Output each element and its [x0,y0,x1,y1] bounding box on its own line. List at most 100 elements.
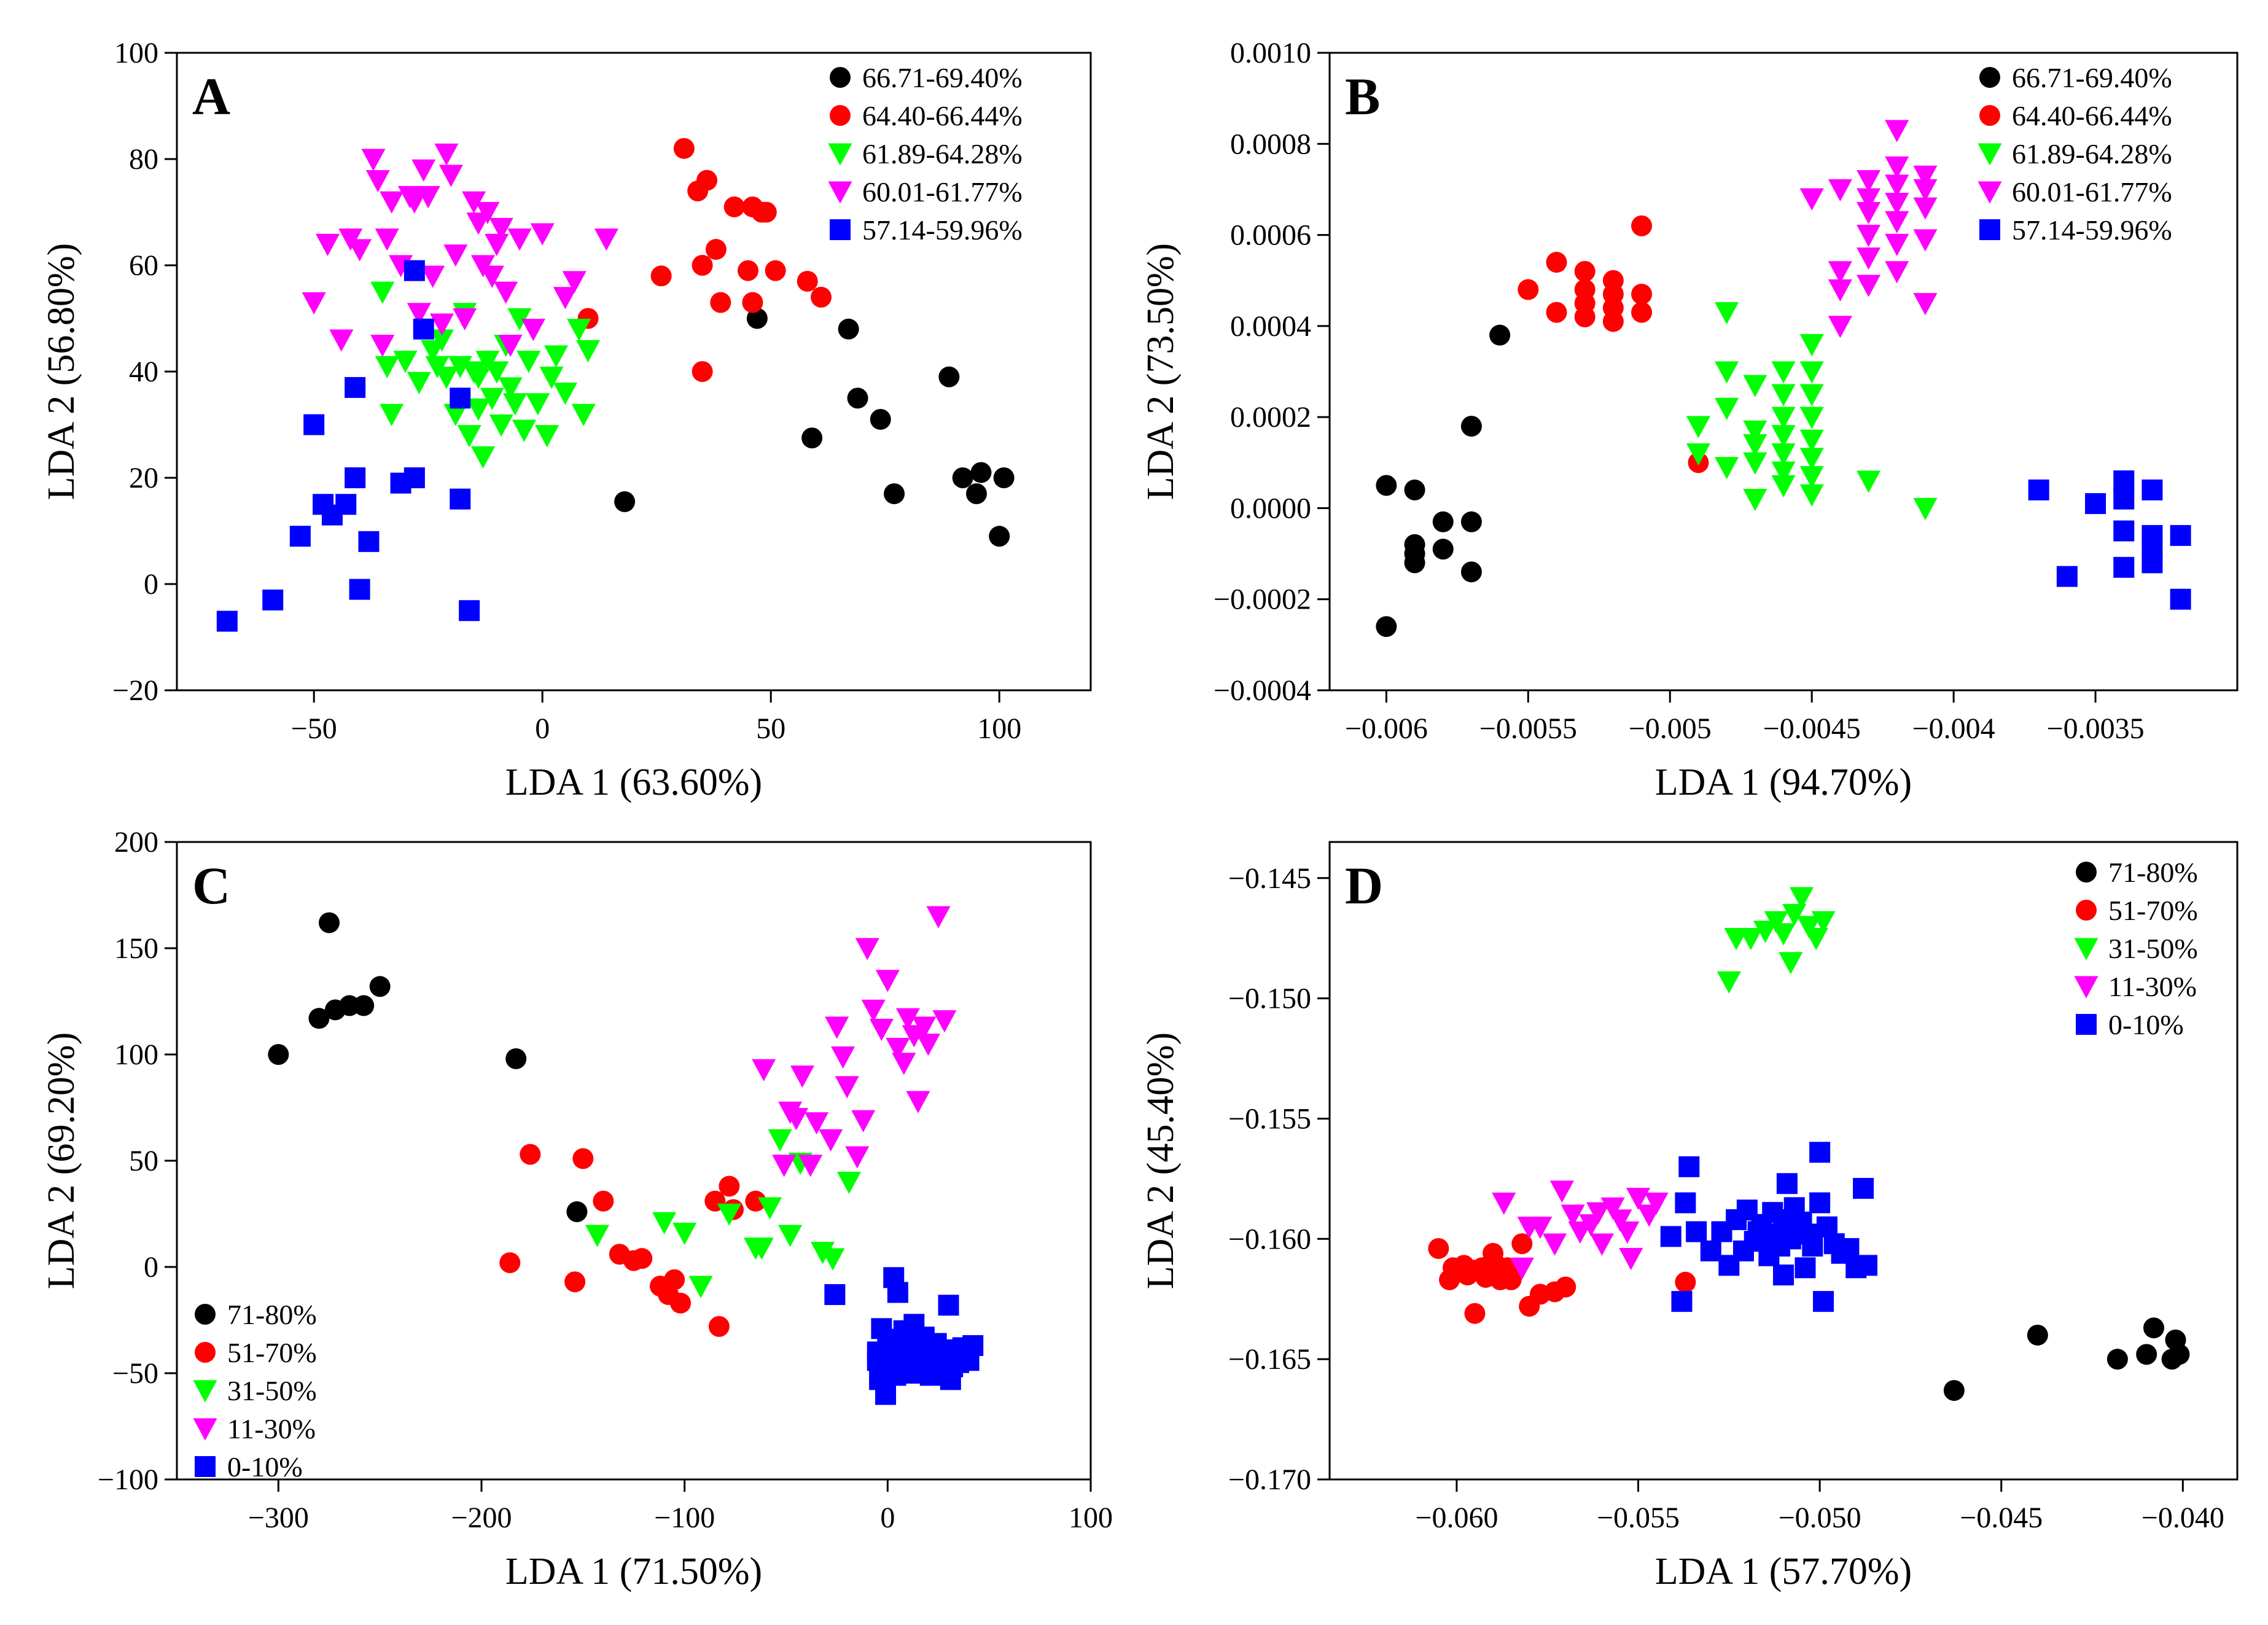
y-axis-label: LDA 2 (45.40%) [1140,1032,1182,1289]
data-point [993,467,1015,488]
data-point [670,1292,692,1314]
y-tick-label: −0.155 [1228,1102,1311,1135]
data-point [539,367,564,389]
series-4 [2028,470,2191,610]
x-tick-label: −0.005 [1629,712,1712,745]
data-point [585,1225,610,1247]
y-tick-label: −50 [112,1357,158,1390]
y-tick-label: 0.0006 [1230,219,1311,252]
data-point [462,191,486,214]
y-tick-label: 60 [129,249,158,282]
data-point [1743,434,1767,457]
data-point [838,318,859,340]
y-tick-label: 0.0000 [1230,492,1311,524]
data-point [1574,306,1596,328]
data-point [2170,588,2191,610]
data-point [1799,429,1824,452]
data-point [1779,952,1803,975]
data-point [1885,233,1909,256]
data-point [353,995,375,1016]
data-point [966,483,987,504]
data-point [749,1237,774,1260]
data-point [1715,457,1739,480]
data-point [742,292,763,313]
data-point [970,462,992,483]
data-point [1428,1237,1449,1259]
x-tick-label: −0.0045 [1763,712,1861,745]
data-point [650,265,672,287]
series-0 [1943,1317,2190,1401]
x-tick-label: 100 [1069,1502,1113,1534]
data-point [1644,1192,1669,1215]
data-point [411,159,436,182]
data-point [466,367,491,389]
y-tick-label: 0 [144,568,158,601]
data-point [1857,247,1881,270]
y-tick-label: 80 [129,143,158,176]
data-point [1838,1237,1860,1259]
data-point [652,1212,677,1234]
data-point [1500,1269,1522,1290]
data-point [811,286,832,308]
data-point [1885,156,1909,179]
x-tick-label: −0.045 [1960,1502,2043,1534]
series-2 [585,1129,862,1298]
data-point [765,260,786,281]
data-point [1857,224,1881,247]
data-point [2169,1344,2190,1365]
data-point [361,149,386,171]
x-tick-label: −0.004 [1912,712,1995,745]
data-point [1857,201,1881,225]
data-point [989,526,1010,547]
data-point [434,367,459,389]
legend-marker [828,181,852,204]
data-point [1809,1142,1831,1163]
y-tick-label: −0.160 [1228,1223,1311,1255]
data-point [1809,1192,1831,1214]
data-point [2027,1324,2048,1346]
panel-letter: A [192,67,230,126]
data-point [308,1008,330,1029]
y-tick-label: 100 [114,37,158,69]
data-point [480,388,504,410]
data-point [1885,120,1909,142]
y-axis-label: LDA 2 (73.50%) [1140,243,1182,500]
data-point [1913,293,1938,316]
data-point [875,970,900,992]
series-3 [302,143,618,357]
data-point [553,382,577,405]
data-point [1464,1303,1486,1324]
data-point [745,1190,766,1212]
data-point [768,1129,792,1152]
data-point [1600,1197,1625,1220]
panel-letter: C [192,856,230,915]
data-point [1574,260,1596,282]
data-point [1799,384,1824,407]
data-point [836,1171,862,1194]
data-point [403,467,425,488]
legend-label: 11-30% [227,1413,316,1444]
data-point [370,335,395,357]
data-point [2056,566,2078,587]
data-point [1743,488,1767,512]
data-point [370,281,395,304]
data-point [380,403,404,426]
data-point [1799,188,1824,211]
data-point [375,228,399,251]
legend-label: 60.01-61.77% [862,176,1023,208]
y-tick-label: 200 [114,826,158,859]
data-point [407,303,431,325]
legend: 71-80% 51-70% 31-50% 11-30% 0-10% [193,1299,317,1483]
legend-label: 31-50% [2108,933,2198,964]
legend-label: 66.71-69.40% [2012,62,2172,93]
x-tick-label: −0.0035 [2047,712,2145,745]
data-point [1856,1255,1877,1276]
data-point [1460,415,1482,437]
data-point [1799,448,1824,470]
data-point [738,260,758,281]
data-point [470,446,496,469]
series-0 [614,308,1015,547]
data-point [705,239,727,260]
data-point [870,408,891,430]
